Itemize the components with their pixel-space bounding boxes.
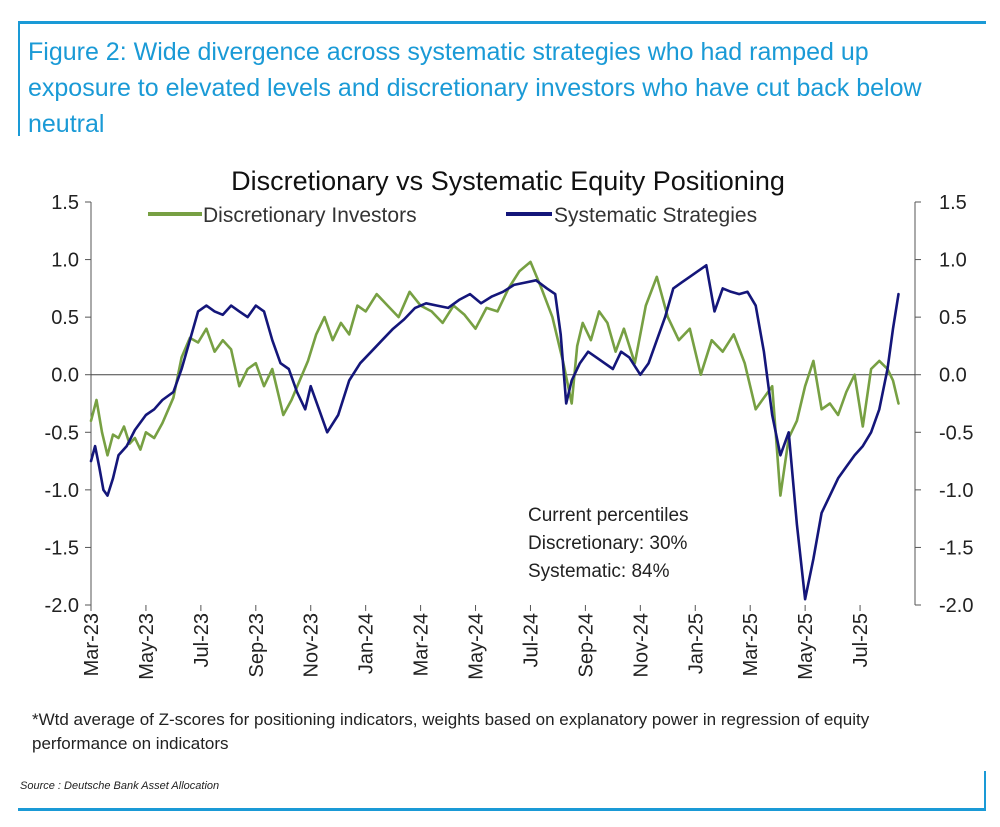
chart-title: Discretionary vs Systematic Equity Posit…	[231, 166, 785, 196]
x-tick-label: Nov-24	[630, 613, 652, 677]
y-tick-label-left: 0.0	[51, 365, 79, 387]
footnote: *Wtd average of Z-scores for positioning…	[32, 710, 870, 753]
legend-label-systematic: Systematic Strategies	[554, 204, 757, 227]
y-tick-label-left: -0.5	[45, 422, 79, 444]
x-tick-label: Nov-23	[301, 613, 323, 677]
x-tick-label: May-24	[466, 613, 488, 680]
left-accent-bar	[18, 21, 20, 136]
y-tick-label-right: 1.5	[939, 192, 967, 214]
percentile-annotation: Current percentiles Discretionary: 30% S…	[528, 505, 689, 582]
source-note: Source : Deutsche Bank Asset Allocation	[20, 780, 220, 792]
x-tick-label: Jul-24	[520, 613, 542, 667]
y-tick-label-left: 1.5	[51, 192, 79, 214]
x-tick-label: Sep-23	[246, 613, 268, 678]
annotation-heading: Current percentiles	[528, 505, 689, 526]
annotation-systematic: Systematic: 84%	[528, 561, 670, 582]
y-tick-label-right: -1.5	[939, 537, 973, 559]
y-tick-label-right: 0.0	[939, 365, 967, 387]
x-tick-label: Jul-23	[191, 613, 213, 667]
x-tick-label: May-23	[136, 613, 158, 680]
y-tick-label-right: 0.5	[939, 307, 967, 329]
y-tick-label-left: 0.5	[51, 307, 79, 329]
y-tick-label-right: -2.0	[939, 595, 973, 617]
x-tick-label: Mar-23	[81, 613, 103, 676]
right-accent-bar	[984, 771, 986, 811]
x-tick-label: Jan-25	[685, 613, 707, 674]
y-tick-label-left: 1.0	[51, 250, 79, 272]
legend: Discretionary Investors Systematic Strat…	[148, 204, 757, 227]
x-tick-label: Sep-24	[575, 613, 597, 678]
series-line-discretionary	[89, 260, 900, 497]
y-tick-label-right: -1.0	[939, 480, 973, 502]
y-tick-label-left: -2.0	[45, 595, 79, 617]
x-tick-label: Jul-25	[850, 613, 872, 667]
x-tick-label: May-25	[795, 613, 817, 680]
y-tick-label-left: -1.0	[45, 480, 79, 502]
y-tick-label-right: -0.5	[939, 422, 973, 444]
series-line-systematic	[89, 264, 900, 601]
plot-area: 1.5 1.5 1.0 1.0 0.5 0.5 0.0 0.0 -0.5 -0.5 -1.0 -1.0…	[45, 192, 974, 680]
x-tick-label: Jan-24	[356, 613, 378, 674]
x-tick-label: Mar-24	[411, 613, 433, 676]
chart: 1.5 1.5 1.0 1.0 0.5 0.5 0.0 0.0 -0.5 -0.5 -1.0 -1.0…	[45, 166, 974, 680]
legend-label-discretionary: Discretionary Investors	[203, 204, 417, 227]
x-tick-label: Mar-25	[740, 613, 762, 676]
top-rule	[18, 21, 986, 24]
figure-title: Figure 2: Wide divergence across systema…	[28, 38, 922, 138]
y-tick-label-right: 1.0	[939, 250, 967, 272]
y-tick-label-left: -1.5	[45, 537, 79, 559]
bottom-rule	[18, 808, 986, 811]
annotation-discretionary: Discretionary: 30%	[528, 533, 688, 554]
